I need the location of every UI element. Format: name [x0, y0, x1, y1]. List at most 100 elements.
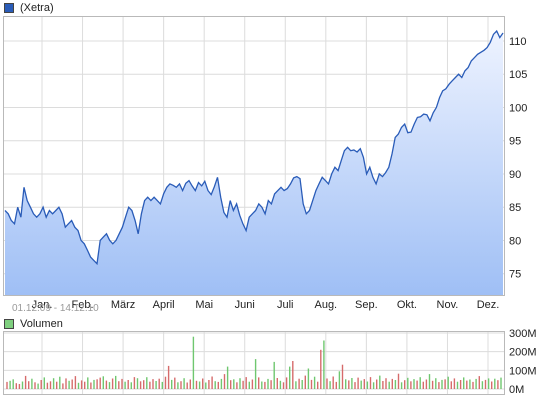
volume-bar	[481, 381, 484, 389]
volume-bar	[404, 380, 406, 389]
volume-bar	[335, 381, 337, 389]
volume-bar	[220, 378, 223, 389]
volume-bar	[37, 383, 39, 389]
volume-bar	[397, 373, 400, 389]
price-legend-label: (Xetra)	[20, 2, 54, 14]
volume-bar	[6, 381, 8, 389]
x-tick-label: April	[153, 299, 175, 311]
volume-bar	[121, 378, 123, 389]
volume-bar	[372, 382, 375, 389]
volume-bar	[254, 359, 257, 389]
volume-bar	[208, 380, 210, 389]
volume-bar	[453, 378, 456, 389]
volume-bar	[102, 376, 104, 389]
y-tick-label: 85	[509, 202, 521, 214]
volume-bar	[360, 380, 362, 389]
volume-y-tick-label: 200M	[509, 347, 537, 359]
volume-bar	[223, 374, 226, 389]
volume-bar	[139, 381, 142, 389]
volume-bar	[87, 377, 89, 389]
volume-chart-svg: 0M 100M 200M 300M	[4, 328, 537, 396]
volume-bar	[282, 382, 285, 389]
volume-bar	[292, 361, 294, 389]
volume-bar	[99, 377, 101, 389]
volume-bar	[90, 382, 92, 389]
volume-bar	[242, 380, 244, 389]
y-tick-label: 95	[509, 136, 521, 148]
x-tick-label: Nov.	[437, 299, 459, 311]
volume-bar	[21, 381, 24, 389]
y-tick-label: 110	[509, 36, 527, 48]
volume-bar	[329, 381, 331, 389]
volume-bar	[34, 382, 36, 389]
volume-bar	[435, 378, 437, 389]
volume-bar	[198, 381, 201, 389]
volume-bar	[310, 379, 313, 389]
volume-bar	[133, 377, 136, 389]
volume-bar	[251, 379, 254, 389]
volume-bar	[24, 375, 27, 389]
volume-bar	[410, 381, 412, 389]
volume-bar	[149, 381, 151, 389]
volume-bar	[459, 380, 462, 389]
volume-legend-label: Volumen	[20, 318, 63, 330]
x-tick-label: Dez.	[477, 299, 500, 311]
volume-bar	[487, 378, 490, 389]
volume-bar	[49, 381, 52, 389]
volume-bar	[394, 380, 397, 389]
volume-bar	[441, 379, 443, 389]
volume-bar	[494, 378, 496, 389]
price-legend: (Xetra)	[4, 1, 54, 15]
volume-bar	[118, 381, 120, 389]
volume-bar	[313, 376, 316, 389]
volume-y-tick-label: 100M	[509, 365, 537, 377]
volume-bar	[71, 379, 73, 389]
volume-bar	[108, 382, 111, 389]
volume-bar	[466, 380, 468, 389]
volume-bar	[236, 382, 238, 389]
volume-bar	[52, 378, 55, 389]
volume-bar	[326, 378, 328, 389]
volume-bar	[491, 381, 493, 389]
volume-bar	[469, 379, 471, 389]
volume-bar	[174, 377, 176, 389]
volume-bar	[304, 375, 306, 389]
volume-bar	[46, 382, 49, 389]
volume-bar	[28, 381, 30, 389]
volume-bar	[9, 380, 11, 389]
volume-bar	[391, 378, 393, 389]
price-chart: Jan. Feb. März April Mai Juni Juli Aug. Sep. Okt.…	[3, 16, 527, 314]
x-tick-label: Aug.	[314, 299, 337, 311]
volume-bar	[205, 382, 207, 389]
volume-bar	[428, 374, 431, 389]
volume-bar	[68, 380, 70, 389]
volume-y-tick-label: 300M	[509, 328, 537, 340]
volume-bar	[167, 365, 170, 389]
volume-bar	[93, 379, 95, 389]
x-tick-label: Sep.	[355, 299, 378, 311]
volume-bar	[273, 361, 275, 389]
volume-bar	[12, 379, 14, 389]
volume-bar	[214, 381, 216, 389]
volume-bar	[146, 377, 148, 389]
y-tick-label: 75	[509, 269, 521, 281]
volume-bar	[186, 382, 188, 389]
x-tick-label: Juni	[235, 299, 255, 311]
price-line	[4, 29, 504, 266]
volume-bar	[258, 377, 260, 389]
volume-bar	[341, 364, 344, 389]
volume-bar	[189, 379, 191, 389]
volume-bar	[472, 381, 474, 389]
volume-bar	[31, 378, 33, 389]
volume-bar	[447, 376, 449, 389]
volume-bar	[192, 336, 195, 389]
volume-bar	[111, 378, 114, 389]
volume-bar	[96, 379, 98, 389]
volume-bar	[230, 380, 232, 389]
volume-legend: Volumen	[4, 317, 63, 331]
volume-bar	[264, 381, 266, 389]
volume-bar	[332, 376, 334, 389]
volume-bar	[425, 379, 428, 389]
volume-bar	[18, 384, 21, 389]
volume-bar	[217, 381, 219, 389]
